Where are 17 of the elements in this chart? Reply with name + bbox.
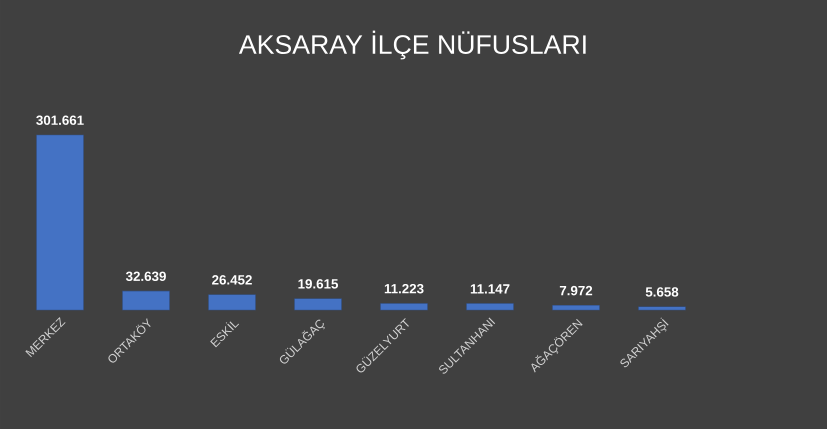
data-label: 301.661 — [36, 116, 84, 125]
bar — [380, 303, 428, 310]
data-label: 26.452 — [212, 275, 252, 285]
bar — [36, 134, 84, 310]
bar — [122, 290, 170, 310]
data-label: 7.972 — [560, 286, 592, 296]
data-label: 5.658 — [646, 287, 678, 297]
data-label: 11.147 — [470, 284, 510, 294]
bar — [294, 298, 342, 310]
bar — [552, 305, 600, 310]
bar — [638, 306, 686, 310]
data-label: 32.639 — [126, 272, 166, 282]
data-label: 19.615 — [298, 279, 338, 289]
bar — [466, 303, 514, 310]
data-label: 11.223 — [384, 284, 424, 294]
bar — [208, 294, 256, 310]
chart-title: AKSARAY İLÇE NÜFUSLARI — [238, 30, 586, 60]
